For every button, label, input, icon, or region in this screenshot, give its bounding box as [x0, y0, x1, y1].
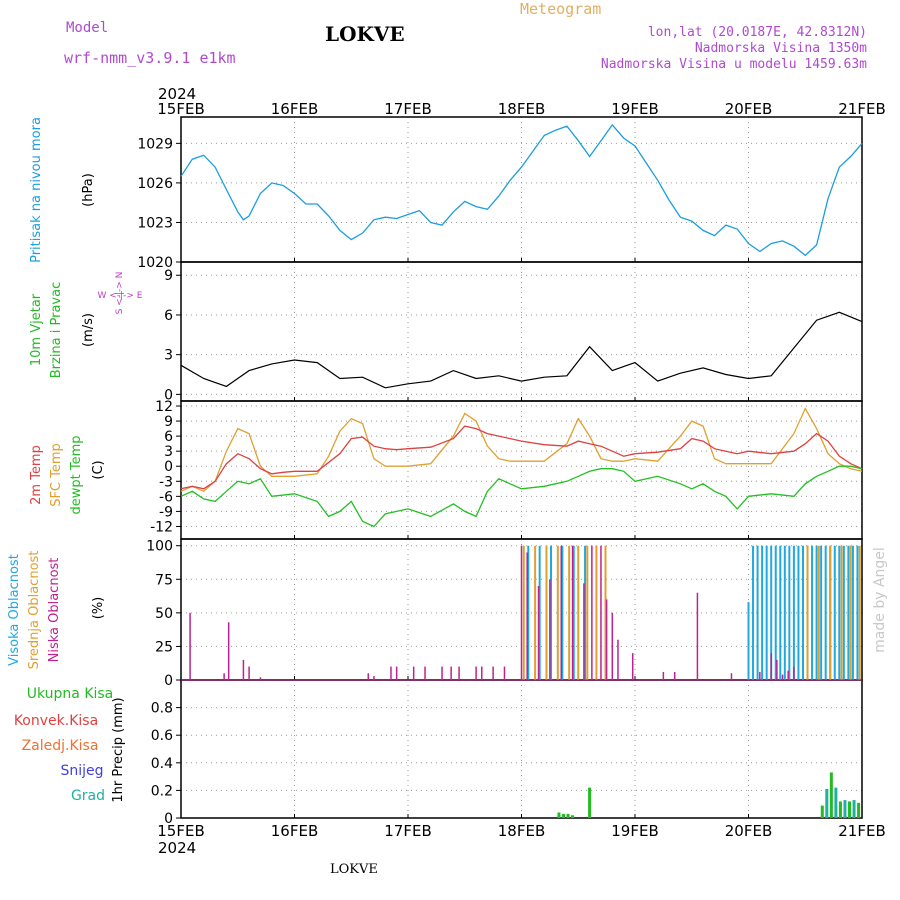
cloud-unit: (%) [91, 597, 106, 620]
precip-bar [852, 800, 856, 818]
precip-bar [857, 802, 861, 818]
y-tick-label-wind: 0 [164, 387, 173, 403]
y-tick-label-temperature: 9 [164, 414, 173, 430]
y-tick-label-cloud: 50 [155, 606, 173, 622]
footer-label: LOKVE [330, 862, 378, 877]
x-tick-top-16FEB: 16FEB [271, 100, 318, 118]
pressure-series-line [180, 123, 863, 257]
wind-ylabel-sub: Brzina i Pravac [49, 282, 64, 379]
y-tick-label-wind: 3 [164, 348, 173, 364]
x-tick-bottom-16FEB: 16FEB [271, 822, 318, 840]
y-tick-label-temperature: 0 [164, 459, 173, 475]
precip-conv-label: Konvek.Kisa [14, 713, 98, 729]
y-tick-label-wind: 9 [164, 268, 173, 284]
precip-grad-label: Grad [71, 788, 105, 804]
precip-total-label: Ukupna Kisa [27, 686, 114, 702]
temp-sfc-ylabel: SFC Temp [49, 443, 64, 507]
credit-label: made by Angel [872, 547, 888, 653]
precip-bar [848, 801, 852, 818]
y-tick-label-precip: 0.4 [151, 756, 173, 772]
dewpoint-ylabel: dewpt Temp [69, 435, 84, 514]
precip-bar [566, 813, 570, 818]
precip-axis-label: 1hr Precip (mm) [111, 697, 126, 802]
y-tick-label-pressure: 1020 [137, 255, 173, 271]
precip-bar [561, 813, 565, 818]
y-tick-label-cloud: 0 [164, 673, 173, 689]
year-top: 2024 [158, 85, 196, 103]
y-tick-label-precip: 0.8 [151, 701, 173, 717]
x-tick-top-19FEB: 19FEB [611, 100, 658, 118]
precip-bar [588, 787, 592, 818]
precip-bar [834, 787, 838, 818]
x-tick-bottom-21FEB: 21FEB [838, 822, 885, 840]
wind-unit: (m/s) [81, 313, 96, 347]
precip-bar [825, 789, 829, 818]
wind-dir-legend-vertical: S <-|-> N [115, 272, 125, 315]
x-tick-top-15FEB: 15FEB [157, 100, 204, 118]
y-tick-label-pressure: 1023 [137, 215, 173, 231]
model-label: Model [66, 20, 109, 36]
y-tick-label-temperature: -12 [150, 519, 173, 535]
meteogram-label: Meteogram [520, 0, 602, 18]
lonlat-label: lon,lat (20.0187E, 42.8312N) [647, 25, 867, 40]
precip-bar [557, 812, 561, 818]
y-tick-label-precip: 0.6 [151, 728, 173, 744]
precip-bar [820, 805, 824, 818]
y-tick-label-pressure: 1029 [137, 136, 173, 152]
y-tick-label-cloud: 100 [146, 539, 173, 555]
x-tick-top-18FEB: 18FEB [498, 100, 545, 118]
precip-bar [829, 772, 833, 818]
y-tick-label-temperature: 12 [155, 399, 173, 415]
wind-dir-legend: W <-|-> E [98, 291, 143, 301]
x-tick-top-21FEB: 21FEB [838, 100, 885, 118]
y-tick-label-temperature: -3 [159, 474, 173, 490]
precip-bar [843, 800, 847, 818]
wind-ylabel: 10m Vjetar [29, 293, 44, 366]
y-tick-label-temperature: -6 [159, 489, 173, 505]
cloud-low-ylabel: Niska Oblacnost [47, 558, 62, 663]
y-tick-label-precip: 0.2 [151, 783, 173, 799]
x-tick-bottom-18FEB: 18FEB [498, 822, 545, 840]
y-tick-label-temperature: 6 [164, 429, 173, 445]
wind-speed-line [180, 311, 863, 389]
pressure-ylabel: Pritisak na nivou mora [29, 117, 44, 263]
panel-frame-pressure [180, 116, 863, 263]
x-tick-bottom-17FEB: 17FEB [384, 822, 431, 840]
y-tick-label-cloud: 25 [155, 639, 173, 655]
cloud-mid-ylabel: Srednja Oblacnost [27, 551, 42, 670]
temp-2m-ylabel: 2m Temp [29, 445, 44, 505]
y-tick-label-cloud: 75 [155, 572, 173, 588]
precip-bar [571, 815, 575, 818]
x-tick-bottom-20FEB: 20FEB [725, 822, 772, 840]
y-tick-label-precip: 0 [164, 811, 173, 827]
dewpoint-line [180, 465, 863, 528]
x-tick-bottom-19FEB: 19FEB [611, 822, 658, 840]
elevation-label: Nadmorska Visina 1350m [694, 41, 867, 56]
x-tick-bottom-15FEB: 15FEB [157, 822, 204, 840]
temp-sfc-line [180, 407, 863, 493]
temp-unit: (C) [91, 460, 106, 479]
year-bottom: 2024 [158, 839, 196, 857]
precip-snow-label: Snijeg [60, 763, 103, 779]
y-tick-label-wind: 6 [164, 308, 173, 324]
x-tick-top-20FEB: 20FEB [725, 100, 772, 118]
model-elevation-label: Nadmorska Visina u modelu 1459.63m [600, 57, 867, 72]
temp-2m-line [180, 425, 863, 490]
y-tick-label-temperature: -9 [159, 504, 173, 520]
page-title: LOKVE [325, 22, 405, 46]
y-tick-label-pressure: 1026 [137, 176, 173, 192]
precip-bar [838, 801, 842, 818]
pressure-unit: (hPa) [81, 173, 96, 207]
precip-frozen-label: Zaledj.Kisa [22, 738, 99, 754]
x-tick-top-17FEB: 17FEB [384, 100, 431, 118]
model-name: wrf-nmm_v3.9.1 e1km [64, 49, 236, 67]
y-tick-label-temperature: 3 [164, 444, 173, 460]
cloud-high-ylabel: Visoka Oblacnost [7, 554, 22, 666]
